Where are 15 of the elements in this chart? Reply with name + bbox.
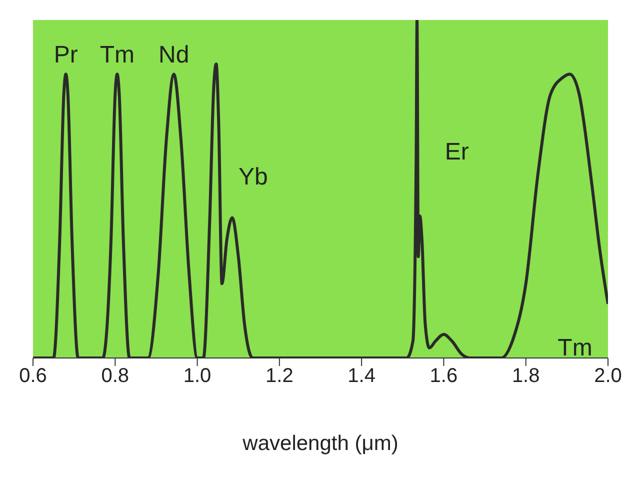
annotation: Yb (238, 163, 268, 190)
annotation: Tm (100, 42, 135, 69)
x-tick-label: 0.8 (101, 365, 130, 388)
x-tick-label: 1.0 (183, 365, 212, 388)
x-tick-label: 2.0 (594, 365, 622, 388)
x-axis-title: wavelength (μm) (242, 432, 398, 455)
annotation: Tm (558, 334, 592, 362)
x-tick-label: 0.6 (19, 365, 47, 388)
x-tick-label: 1.4 (348, 365, 376, 388)
x-tick-label: 1.2 (266, 365, 294, 388)
annotation: Pr (54, 42, 78, 69)
annotation: Nd (158, 42, 190, 69)
x-tick-label: 1.6 (430, 365, 458, 388)
x-tick-label: 1.8 (512, 365, 540, 388)
annotation: Er (444, 138, 469, 166)
